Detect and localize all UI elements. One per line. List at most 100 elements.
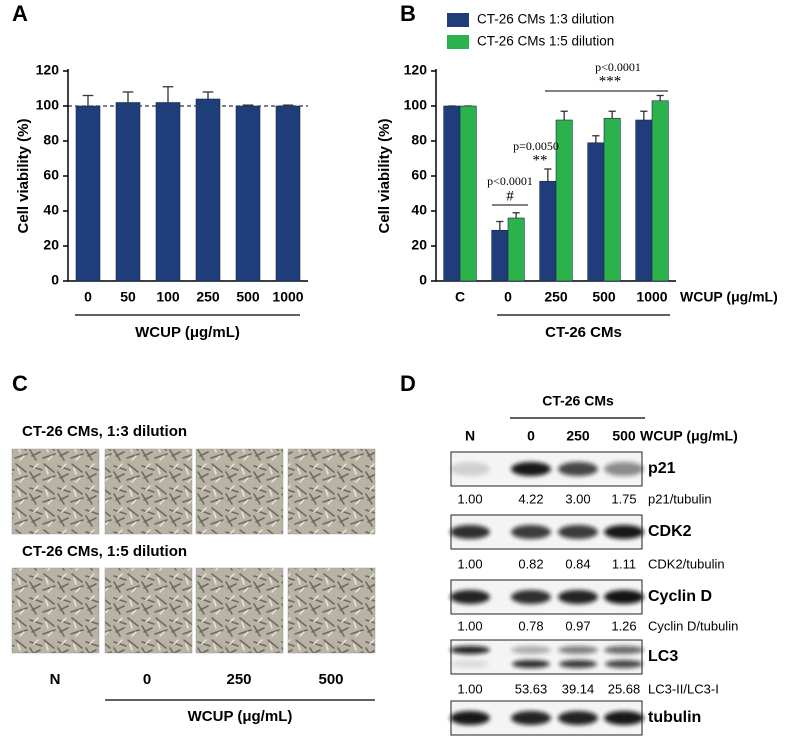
ratio-value: 1.00 [457, 681, 482, 696]
ratio-value: 1.00 [457, 618, 482, 633]
row-title: CT-26 CMs, 1:5 dilution [22, 543, 187, 560]
bar [195, 98, 221, 282]
micrograph [195, 567, 284, 654]
blot-frame [450, 639, 643, 675]
bar [635, 119, 653, 282]
panel-label: D [400, 371, 416, 396]
column-label: 0 [143, 671, 151, 688]
blot-band [604, 646, 644, 654]
blot-band [604, 462, 644, 476]
blot-band [511, 590, 551, 604]
blot-band [558, 462, 598, 476]
ratio-value: 39.14 [562, 681, 595, 696]
micrograph [287, 448, 376, 535]
y-tick-label: 40 [411, 202, 427, 218]
y-axis-label: Cell viability (%) [15, 118, 32, 233]
micrograph [11, 448, 100, 535]
blot-band [605, 660, 643, 668]
blot-band [450, 462, 490, 476]
x-tick-label: 500 [592, 289, 616, 305]
x-tick-label: 250 [544, 289, 568, 305]
y-tick-label: 80 [411, 132, 427, 148]
ratio-value: 1.75 [611, 491, 636, 506]
y-tick-label: 120 [36, 62, 60, 78]
y-tick-label: 80 [43, 132, 59, 148]
panel-d: D CT-26 CMs N 0 250 500 WCUP (μg/mL) p21 1.00 4.… [400, 371, 738, 736]
lane-label: N [465, 428, 475, 444]
group-label: CT-26 CMs [545, 324, 622, 341]
blot-band [450, 646, 490, 654]
ratio-value: 0.97 [565, 618, 590, 633]
bar [507, 217, 525, 282]
lane-label: 0 [527, 428, 535, 444]
legend-label: CT-26 CMs 1:5 dilution [477, 34, 614, 49]
blot-band [511, 525, 551, 539]
panel-c: C CT-26 CMs, 1:3 dilution CT-26 CMs, 1:5 … [11, 371, 376, 725]
bar [443, 105, 461, 282]
bar [491, 229, 509, 282]
y-tick-label: 0 [419, 272, 427, 288]
ratio-value: 3.00 [565, 491, 590, 506]
column-label: 250 [226, 671, 251, 688]
y-tick-label: 100 [36, 97, 60, 113]
bar [603, 117, 621, 282]
panel-label: B [400, 1, 416, 26]
y-tick-label: 60 [43, 167, 59, 183]
blot-band [450, 711, 490, 725]
ratio-value: 1.00 [457, 491, 482, 506]
significance-mark: ** [533, 152, 548, 168]
bar [275, 105, 301, 282]
blot-name: CDK2 [648, 523, 692, 540]
column-label: 500 [318, 671, 343, 688]
x-tick-label: 1000 [636, 289, 667, 305]
blot-band [558, 525, 598, 539]
ratio-value: 0.78 [518, 618, 543, 633]
micrograph [104, 448, 193, 535]
x-axis-label: WCUP (μg/mL) [135, 324, 240, 341]
blot-band [512, 660, 550, 668]
p-value: p<0.0001 [595, 60, 641, 74]
blot-band [558, 590, 598, 604]
blot-band [558, 711, 598, 725]
y-axis-label: Cell viability (%) [376, 118, 393, 233]
ratio-value: 0.82 [518, 556, 543, 571]
ratio-value: 4.22 [518, 491, 543, 506]
ratio-value: 1.11 [612, 556, 636, 571]
x-label: WCUP (μg/mL) [640, 428, 738, 444]
ratio-label: p21/tubulin [648, 491, 712, 506]
blot-band [558, 646, 598, 654]
micrograph [195, 448, 284, 535]
blot-band [451, 660, 489, 668]
micrograph [287, 567, 376, 654]
x-label: WCUP (μg/mL) [188, 708, 293, 725]
panel-label: A [12, 1, 28, 26]
bar [235, 105, 261, 282]
ratio-label: Cyclin D/tubulin [648, 618, 738, 633]
bar [75, 105, 101, 282]
bar [459, 105, 477, 282]
ratio-value: 0.84 [565, 556, 590, 571]
blot-band [604, 711, 644, 725]
bar [115, 102, 141, 282]
blot-band [604, 590, 644, 604]
bar [587, 142, 605, 282]
p-value: p=0.0050 [513, 139, 559, 153]
blot-band [511, 646, 551, 654]
group-label: CT-26 CMs [542, 393, 614, 409]
significance-mark: # [506, 188, 514, 204]
micrograph [104, 567, 193, 654]
ratio-value: 1.00 [457, 556, 482, 571]
bar [155, 102, 181, 282]
blot-band [511, 462, 551, 476]
x-tick-label: 0 [84, 289, 92, 305]
bar [651, 100, 669, 282]
x-tick-label: 500 [236, 289, 260, 305]
y-tick-label: 0 [51, 272, 59, 288]
blot-name: tubulin [648, 709, 701, 726]
blot-name: Cyclin D [648, 588, 712, 605]
x-tick-label: 100 [156, 289, 180, 305]
ratio-value: 25.68 [608, 681, 641, 696]
y-tick-label: 100 [404, 97, 428, 113]
